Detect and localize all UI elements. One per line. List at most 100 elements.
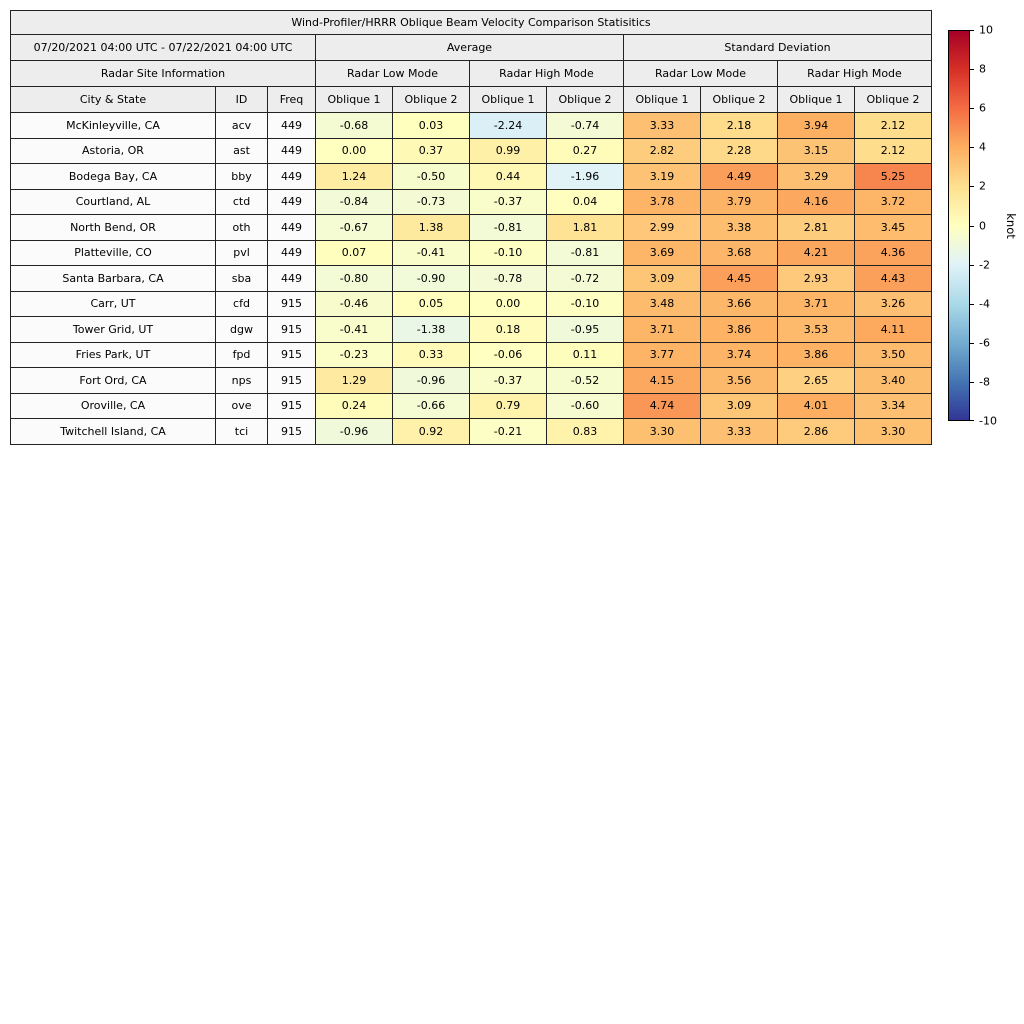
city-state-cell: Courtland, AL xyxy=(10,188,216,215)
column-header-10: Oblique 2 xyxy=(854,86,932,113)
value-cell: -0.68 xyxy=(315,112,393,139)
colorbar-label: knot xyxy=(1004,212,1018,239)
value-cell: 0.79 xyxy=(469,392,547,419)
colorbar-tick-label: 10 xyxy=(979,23,993,37)
value-cell: 0.03 xyxy=(392,112,470,139)
colorbar-tick-label: -4 xyxy=(979,297,990,311)
site-id-cell: pvl xyxy=(215,239,268,266)
value-cell: 3.74 xyxy=(700,341,778,368)
city-state-cell: McKinleyville, CA xyxy=(10,112,216,139)
value-cell: -0.78 xyxy=(469,265,547,292)
value-cell: 3.78 xyxy=(623,188,701,215)
table-row: Platteville, CO pvl 449 0.07 -0.41 -0.10 -0.81… xyxy=(10,239,932,266)
site-id-cell: cfd xyxy=(215,290,268,317)
freq-cell: 449 xyxy=(267,214,316,241)
colorbar-tick-mark xyxy=(970,69,974,71)
column-header-5: Oblique 1 xyxy=(469,86,547,113)
freq-cell: 449 xyxy=(267,188,316,215)
value-cell: 3.33 xyxy=(623,112,701,139)
table-row: Fort Ord, CA nps 915 1.29 -0.96 -0.37 -0.52 4.1… xyxy=(10,367,932,394)
value-cell: 3.56 xyxy=(700,367,778,394)
colorbar-tick-mark xyxy=(970,147,974,149)
value-cell: 3.94 xyxy=(777,112,855,139)
site-id-cell: sba xyxy=(215,265,268,292)
table-row: Astoria, OR ast 449 0.00 0.37 0.99 0.27 2.82 2.2… xyxy=(10,137,932,164)
group-header-row: 07/20/2021 04:00 UTC - 07/22/2021 04:00 … xyxy=(10,34,932,61)
colorbar-tick-label: 0 xyxy=(979,219,986,232)
value-cell: 1.29 xyxy=(315,367,393,394)
colorbar-tick-label: -10 xyxy=(979,414,997,428)
value-cell: 3.30 xyxy=(623,418,701,445)
freq-cell: 449 xyxy=(267,112,316,139)
value-cell: 3.33 xyxy=(700,418,778,445)
site-id-cell: bby xyxy=(215,163,268,190)
value-cell: -0.37 xyxy=(469,367,547,394)
value-cell: 3.09 xyxy=(623,265,701,292)
value-cell: 2.28 xyxy=(700,137,778,164)
value-cell: 3.79 xyxy=(700,188,778,215)
value-cell: 4.49 xyxy=(700,163,778,190)
value-cell: 4.11 xyxy=(854,316,932,343)
value-cell: -0.10 xyxy=(546,290,624,317)
value-cell: 0.24 xyxy=(315,392,393,419)
value-cell: -2.24 xyxy=(469,112,547,139)
colorbar-tick-label: -8 xyxy=(979,375,990,389)
value-cell: 3.26 xyxy=(854,290,932,317)
value-cell: 0.04 xyxy=(546,188,624,215)
value-cell: 3.40 xyxy=(854,367,932,394)
site-info-header: Radar Site Information xyxy=(10,60,316,87)
city-state-cell: Twitchell Island, CA xyxy=(10,418,216,445)
column-header-6: Oblique 2 xyxy=(546,86,624,113)
colorbar-tick-label: -2 xyxy=(979,258,990,272)
freq-cell: 449 xyxy=(267,137,316,164)
value-cell: 0.99 xyxy=(469,137,547,164)
value-cell: 2.99 xyxy=(623,214,701,241)
value-cell: 0.27 xyxy=(546,137,624,164)
value-cell: 0.00 xyxy=(469,290,547,317)
value-cell: 3.09 xyxy=(700,392,778,419)
value-cell: 4.36 xyxy=(854,239,932,266)
colorbar-tick-label: 6 xyxy=(979,101,986,115)
value-cell: -0.95 xyxy=(546,316,624,343)
value-cell: 1.38 xyxy=(392,214,470,241)
mode-header-row: Radar Site Information Radar Low Mode Ra… xyxy=(10,60,932,87)
value-cell: 3.19 xyxy=(623,163,701,190)
value-cell: -0.06 xyxy=(469,341,547,368)
mode-header-std-low: Radar Low Mode xyxy=(623,60,778,87)
value-cell: -0.96 xyxy=(315,418,393,445)
colorbar-tick-label: -6 xyxy=(979,336,990,350)
value-cell: 3.53 xyxy=(777,316,855,343)
city-state-cell: Carr, UT xyxy=(10,290,216,317)
value-cell: -0.72 xyxy=(546,265,624,292)
colorbar-tick-label: 8 xyxy=(979,62,986,76)
city-state-cell: Tower Grid, UT xyxy=(10,316,216,343)
value-cell: 4.01 xyxy=(777,392,855,419)
freq-cell: 915 xyxy=(267,341,316,368)
value-cell: -1.96 xyxy=(546,163,624,190)
value-cell: 3.45 xyxy=(854,214,932,241)
value-cell: 4.16 xyxy=(777,188,855,215)
freq-cell: 915 xyxy=(267,418,316,445)
value-cell: 3.30 xyxy=(854,418,932,445)
value-cell: -0.90 xyxy=(392,265,470,292)
value-cell: 4.45 xyxy=(700,265,778,292)
site-id-cell: tci xyxy=(215,418,268,445)
city-state-cell: Fort Ord, CA xyxy=(10,367,216,394)
column-header-row: City & State ID Freq Oblique 1 Oblique 2 Obli… xyxy=(10,86,932,113)
table-title: Wind-Profiler/HRRR Oblique Beam Velocity… xyxy=(10,10,932,35)
city-state-cell: Astoria, OR xyxy=(10,137,216,164)
site-id-cell: fpd xyxy=(215,341,268,368)
value-cell: 1.24 xyxy=(315,163,393,190)
value-cell: 0.83 xyxy=(546,418,624,445)
colorbar: 10 8 6 4 2 0 -2 -4 -6 -8 -10 knot xyxy=(948,25,1024,427)
comparison-table: Wind-Profiler/HRRR Oblique Beam Velocity… xyxy=(10,10,932,445)
value-cell: 3.66 xyxy=(700,290,778,317)
value-cell: 4.74 xyxy=(623,392,701,419)
value-cell: 4.21 xyxy=(777,239,855,266)
value-cell: -1.38 xyxy=(392,316,470,343)
value-cell: 0.44 xyxy=(469,163,547,190)
value-cell: -0.67 xyxy=(315,214,393,241)
mode-header-avg-low: Radar Low Mode xyxy=(315,60,470,87)
group-header-average: Average xyxy=(315,34,624,61)
table-row: Tower Grid, UT dgw 915 -0.41 -1.38 0.18 -0.95 3… xyxy=(10,316,932,343)
